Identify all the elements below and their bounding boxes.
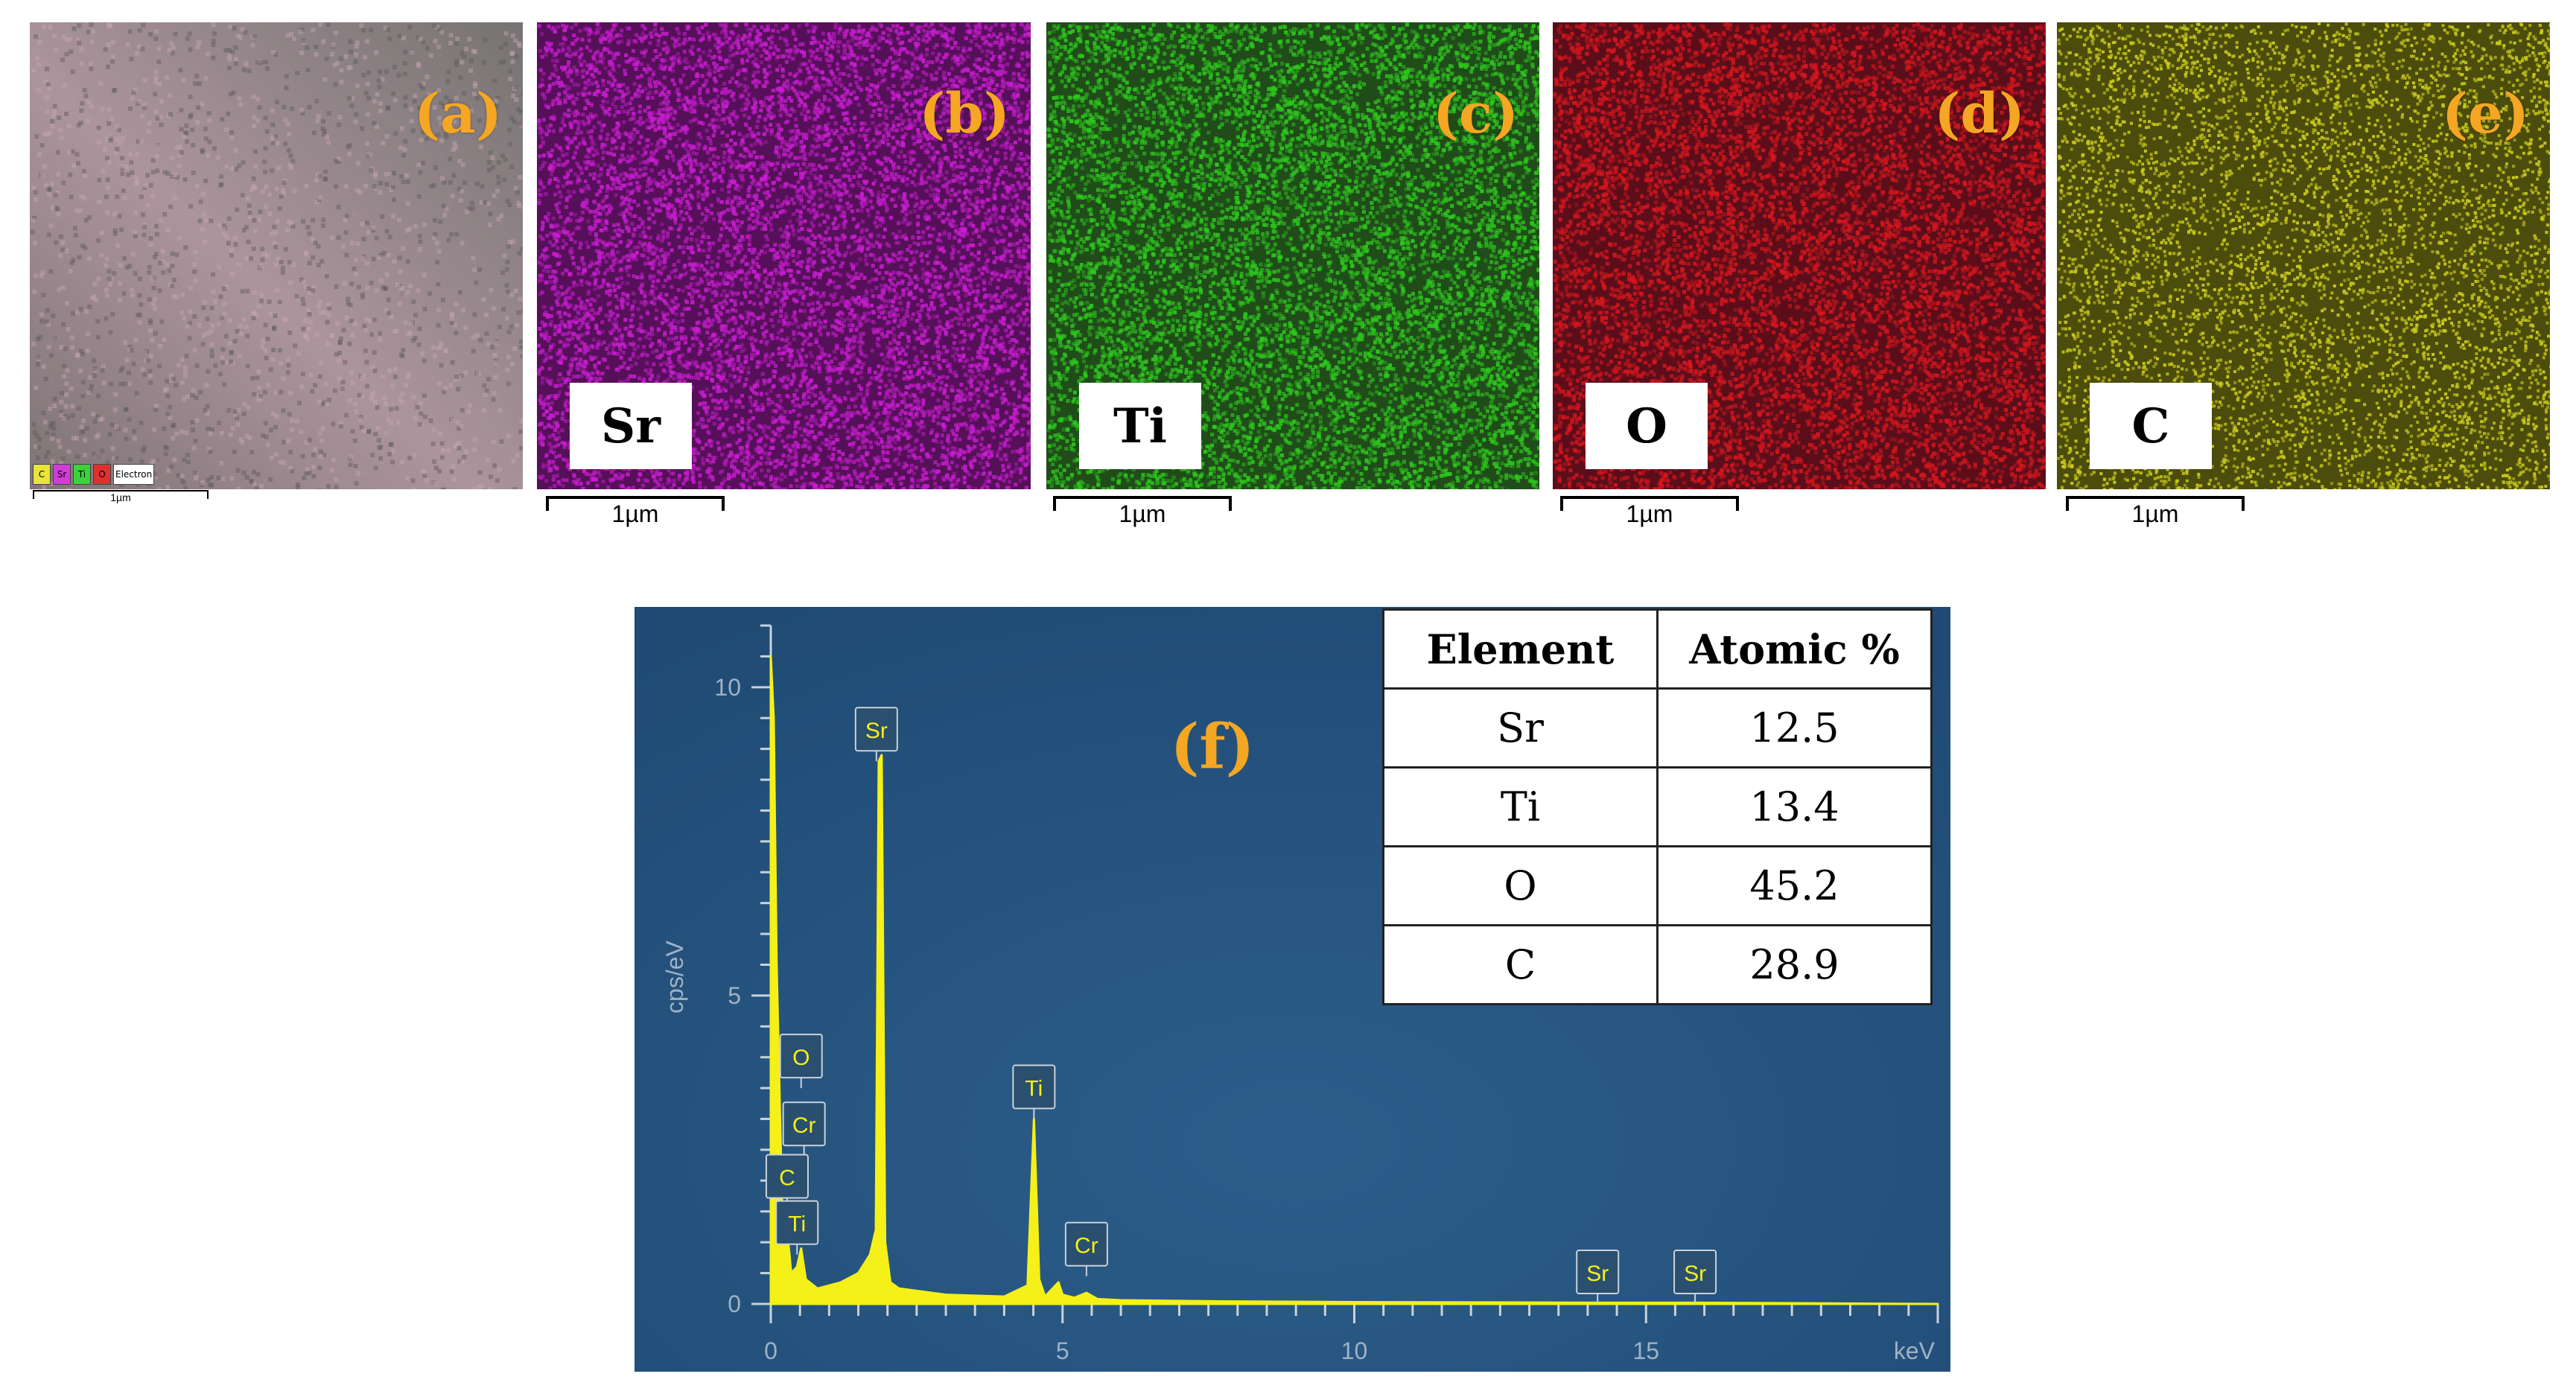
scale-bar-line [546, 496, 725, 511]
element-tag-sr: Sr [570, 383, 692, 469]
element-tag-c: C [2090, 383, 2212, 469]
scale-bar-line [33, 490, 209, 499]
table-cell-value: 13.4 [1656, 766, 1933, 847]
panel-label: (e) [2442, 82, 2529, 146]
scale-bar-line [1560, 496, 1739, 511]
scale-bar-label: 1µm [1560, 500, 1739, 528]
element-tag-o: O [1586, 383, 1708, 469]
legend-chip-electron: Electron [113, 464, 155, 485]
y-tick-label: 5 [728, 982, 741, 1009]
table-row: Sr 12.5 [1382, 687, 1933, 769]
peak-label: Ti [1012, 1064, 1056, 1119]
table-cell-element: O [1382, 845, 1659, 926]
atomic-percent-table: Element Atomic % Sr 12.5 Ti 13.4 O 45.2 … [1382, 608, 1933, 1005]
peak-label: Cr [1064, 1221, 1108, 1276]
scale-bar-b: 1µm [546, 491, 725, 527]
scale-bar-c: 1µm [1053, 491, 1232, 527]
legend-chip-sr: Sr [53, 464, 71, 485]
panel-label: (b) [919, 82, 1010, 146]
table-header-element: Element [1382, 608, 1659, 690]
peak-label: Sr [1576, 1250, 1620, 1304]
panel-b-sr-map: (b) Sr [537, 22, 1031, 489]
panel-d-o-map: (d) O [1553, 22, 2046, 489]
electron-image-texture [30, 22, 523, 489]
table-row: C 28.9 [1382, 924, 1933, 1005]
x-tick-label: 0 [764, 1337, 777, 1364]
table-cell-element: C [1382, 924, 1659, 1005]
table-cell-value: 12.5 [1656, 687, 1933, 769]
scale-bar-line [1053, 496, 1232, 511]
panel-c-ti-map: (c) Ti [1046, 22, 1539, 489]
legend-chip-ti: Ti [73, 464, 91, 485]
chart-title: (f) [1138, 711, 1287, 783]
x-tick-label: 15 [1632, 1337, 1659, 1364]
panel-a-electron-image: (a) C Sr Ti O Electron [30, 22, 523, 489]
x-axis-label: keV [1894, 1337, 1936, 1364]
peak-label: Sr [854, 707, 898, 762]
table-cell-element: Ti [1382, 766, 1659, 847]
legend-chip-o: O [93, 464, 111, 485]
legend-chip-c: C [33, 464, 51, 485]
scale-bar-a: 1µm [33, 486, 209, 515]
element-tag-ti: Ti [1079, 383, 1201, 469]
table-cell-element: Sr [1382, 687, 1659, 769]
peak-label: Sr [1673, 1250, 1717, 1304]
scale-bar-label: 1µm [33, 491, 209, 503]
table-cell-value: 45.2 [1656, 845, 1933, 926]
peak-label: C [765, 1154, 809, 1209]
scale-bar-d: 1µm [1560, 491, 1739, 527]
x-tick-label: 5 [1056, 1337, 1069, 1364]
scale-bar-label: 1µm [2066, 500, 2245, 528]
spectrum-line [769, 655, 1939, 1305]
table-row: O 45.2 [1382, 845, 1933, 926]
table-header-row: Element Atomic % [1382, 608, 1933, 690]
scale-bar-line [2066, 496, 2245, 511]
peak-label: O [779, 1034, 823, 1089]
panel-label: (d) [1934, 82, 2025, 146]
eds-spectrum-chart: 0 5 10 15 0 5 10 keV cps/eV Sr O Cr C Ti Ti Cr Sr Sr (f) … [635, 607, 1950, 1372]
y-tick-label: 10 [714, 674, 741, 701]
mini-legend: C Sr Ti O Electron [33, 464, 155, 485]
panel-label: (c) [1433, 82, 1518, 146]
scale-bar-e: 1µm [2066, 491, 2245, 527]
table-row: Ti 13.4 [1382, 766, 1933, 847]
peak-label: Cr [782, 1101, 826, 1156]
panel-label: (a) [414, 82, 502, 146]
table-cell-value: 28.9 [1656, 924, 1933, 1005]
table-header-atomic: Atomic % [1656, 608, 1933, 690]
y-axis-label: cps/eV [661, 940, 688, 1013]
x-tick-label: 10 [1341, 1337, 1368, 1364]
panel-e-c-map: (e) C [2057, 22, 2550, 489]
scale-bar-label: 1µm [546, 500, 725, 528]
scale-bar-label: 1µm [1053, 500, 1232, 528]
peak-label: Ti [775, 1200, 819, 1255]
y-tick-label: 0 [728, 1291, 741, 1317]
